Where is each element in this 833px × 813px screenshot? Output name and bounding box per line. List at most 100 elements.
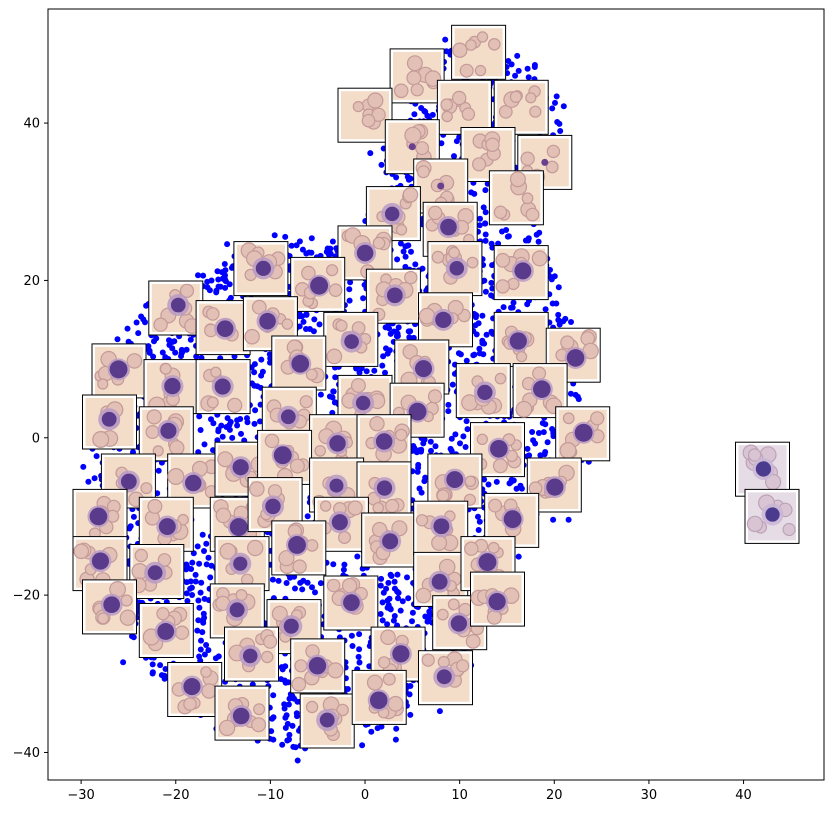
data-point: [309, 584, 315, 591]
x-tick-label: 30: [641, 788, 658, 803]
data-point: [258, 372, 265, 379]
data-point: [482, 220, 489, 227]
data-point: [515, 67, 522, 74]
cell-thumbnail: [299, 693, 355, 749]
cell-thumbnail: [470, 571, 525, 627]
data-point: [120, 659, 127, 666]
cell-thumbnail: [148, 280, 204, 336]
data-point: [269, 576, 276, 583]
data-point: [251, 369, 258, 376]
data-point: [226, 281, 233, 288]
data-point: [422, 613, 429, 620]
data-point: [464, 426, 471, 433]
data-point: [80, 463, 87, 470]
data-point: [448, 447, 455, 454]
data-point: [476, 518, 483, 525]
data-point: [283, 580, 290, 586]
data-point: [251, 420, 258, 427]
data-point: [445, 408, 452, 415]
data-point: [448, 435, 455, 442]
cell-thumbnail: [138, 496, 194, 552]
data-point: [145, 346, 152, 353]
cell-thumbnail: [451, 24, 507, 80]
data-point: [489, 262, 496, 269]
data-point: [475, 513, 481, 520]
data-point: [442, 36, 449, 43]
data-point: [149, 661, 156, 668]
data-point: [476, 222, 483, 229]
data-point: [410, 334, 417, 341]
data-point: [524, 445, 531, 452]
data-point: [408, 248, 414, 255]
data-point: [537, 452, 544, 459]
data-point: [482, 187, 489, 194]
data-point: [524, 65, 531, 72]
data-point: [196, 604, 203, 611]
data-point: [368, 728, 375, 735]
data-point: [449, 381, 456, 388]
cell-thumbnail: [365, 186, 421, 242]
cell-thumbnail: [389, 382, 445, 438]
data-point: [480, 204, 487, 211]
data-point: [575, 396, 582, 403]
data-point: [380, 353, 387, 360]
data-point: [503, 227, 510, 233]
data-point: [299, 586, 306, 593]
data-point: [480, 351, 487, 358]
data-point: [395, 595, 401, 602]
data-point: [130, 634, 137, 641]
data-point: [405, 176, 412, 183]
data-point: [234, 422, 241, 429]
data-point: [192, 571, 199, 578]
data-point: [196, 413, 203, 420]
data-point: [429, 111, 436, 118]
data-point: [412, 261, 419, 268]
data-point: [317, 391, 324, 398]
data-point: [289, 722, 296, 729]
x-tick-label: 10: [451, 788, 468, 803]
data-point: [189, 559, 196, 566]
data-point: [172, 349, 179, 356]
data-point: [555, 284, 562, 291]
cell-thumbnail: [427, 241, 483, 297]
data-point: [205, 647, 212, 654]
data-point: [195, 617, 202, 624]
cell-thumbnail: [209, 583, 265, 639]
data-point: [445, 401, 452, 408]
data-point: [556, 120, 563, 127]
data-point: [294, 757, 301, 764]
data-point: [397, 240, 404, 247]
data-point: [535, 430, 542, 436]
data-point: [410, 443, 417, 449]
data-point: [244, 415, 250, 422]
data-point: [201, 651, 208, 658]
cell-thumbnail: [129, 544, 185, 599]
data-point: [142, 319, 148, 326]
data-point: [189, 592, 196, 598]
data-point: [199, 629, 206, 636]
data-point: [432, 443, 439, 450]
data-point: [475, 320, 482, 327]
data-point: [296, 238, 303, 245]
cell-thumbnail: [72, 488, 128, 544]
data-point: [463, 418, 470, 425]
data-point: [278, 676, 284, 683]
data-point: [550, 516, 557, 523]
data-point: [438, 140, 445, 147]
cell-thumbnail: [195, 300, 251, 356]
data-point: [512, 72, 519, 79]
data-point: [194, 543, 201, 550]
data-point: [485, 481, 492, 488]
data-point: [143, 302, 150, 309]
data-point: [552, 99, 558, 106]
data-point: [188, 566, 195, 572]
cell-thumbnail: [436, 79, 492, 135]
x-tick-label: −20: [162, 788, 189, 803]
data-point: [506, 480, 513, 487]
data-point: [411, 111, 418, 118]
data-point: [330, 388, 337, 395]
data-point: [155, 467, 162, 474]
data-point: [304, 579, 311, 586]
data-point: [184, 598, 191, 604]
data-point: [199, 531, 206, 538]
